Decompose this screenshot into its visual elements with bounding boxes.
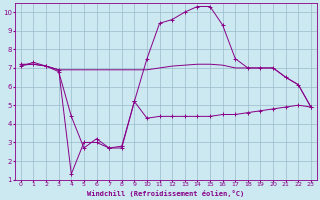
X-axis label: Windchill (Refroidissement éolien,°C): Windchill (Refroidissement éolien,°C) (87, 190, 244, 197)
